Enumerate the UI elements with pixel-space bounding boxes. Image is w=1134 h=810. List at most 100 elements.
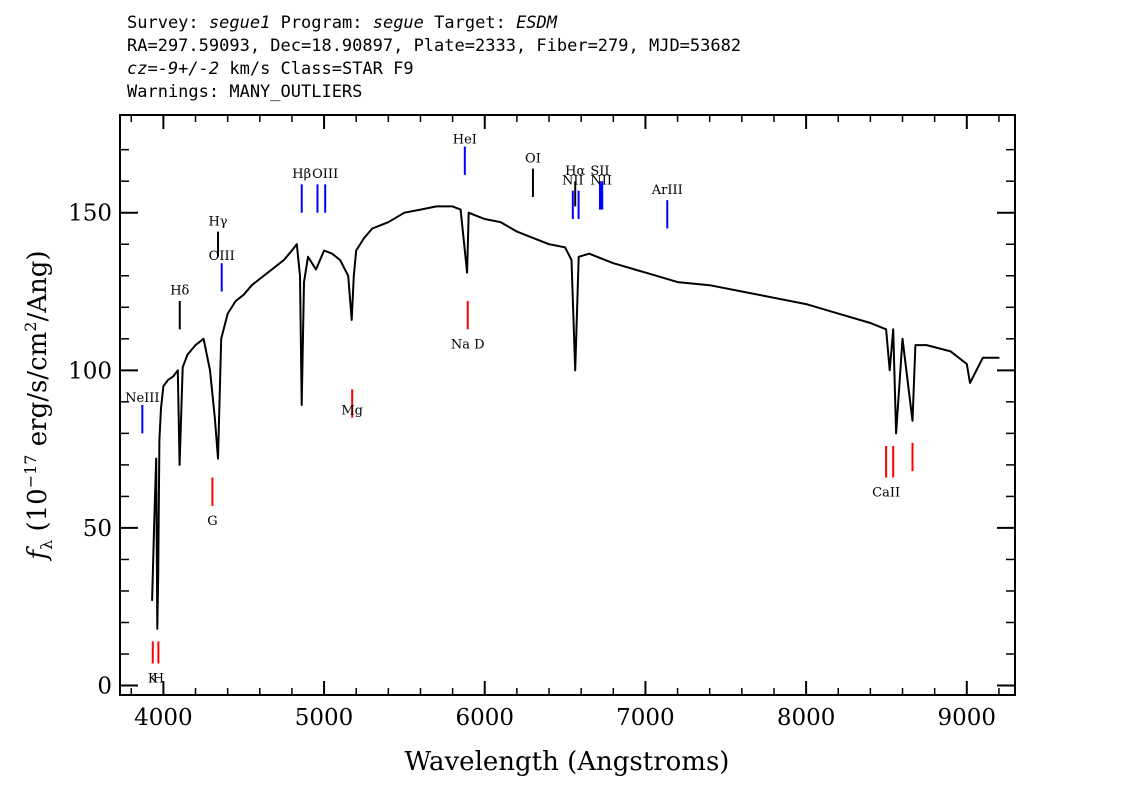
x-tick-label: 7000: [616, 705, 675, 731]
program-value: segue: [372, 13, 424, 33]
target-value: ESDM: [516, 13, 558, 33]
data-point: [371, 227, 374, 230]
data-point: [151, 599, 153, 602]
data-point: [982, 356, 984, 359]
data-point: [969, 382, 971, 384]
data-point: [588, 252, 590, 255]
emission-line-label: OIII: [209, 249, 235, 264]
redshift-value: cz=-9+/-2: [127, 59, 220, 79]
data-point: [299, 275, 301, 277]
data-point: [303, 281, 305, 283]
data-point: [242, 293, 245, 296]
data-point: [331, 252, 333, 255]
data-point: [888, 369, 891, 372]
y-axis-title-exp: −17: [21, 455, 40, 489]
absorption-line-label: Na D: [451, 337, 485, 352]
data-point: [387, 221, 390, 223]
data-point: [267, 271, 269, 274]
data-point: [451, 205, 454, 208]
data-point: [548, 243, 550, 245]
data-point: [914, 344, 917, 346]
data-point: [153, 511, 156, 513]
y-tick-label: 0: [97, 674, 112, 700]
data-point: [296, 243, 298, 245]
data-point: [895, 432, 897, 435]
emission-line-label: Hγ: [208, 214, 227, 229]
emission-line-label: HeI: [453, 132, 477, 147]
target-label: Target:: [434, 13, 506, 33]
data-point: [283, 259, 285, 261]
data-point: [577, 255, 580, 258]
y-axis-title-rest: (10: [23, 488, 53, 540]
data-point: [676, 281, 679, 283]
header-line-coordinates: RA=297.59093, Dec=18.90897, Plate=2333, …: [127, 36, 742, 56]
data-point: [966, 363, 968, 365]
data-point: [194, 344, 197, 346]
spectrum-header: Survey: segue1 Program: segue Target: ES…: [127, 12, 741, 104]
axis-ticks: 4000 5000 6000 7000 8000 9000 0 50 100 150: [68, 115, 1015, 731]
data-point: [158, 438, 161, 441]
data-point: [773, 297, 775, 299]
x-axis-title: Wavelength (Angstroms): [405, 747, 730, 777]
y-tick-label: 100: [68, 358, 112, 384]
data-point: [459, 208, 462, 211]
y-axis-title-exp2: 2: [21, 322, 40, 332]
data-point: [202, 338, 205, 340]
data-point: [339, 259, 341, 261]
data-point: [156, 628, 159, 630]
data-point: [925, 344, 928, 346]
data-point: [181, 366, 184, 369]
x-tick-label: 5000: [295, 705, 354, 731]
x-tick-label: 4000: [134, 705, 193, 731]
data-point: [419, 208, 422, 211]
data-point: [167, 379, 169, 381]
emission-line-label: Hβ: [292, 167, 311, 182]
data-point: [475, 215, 478, 217]
data-point: [363, 237, 366, 239]
data-point: [291, 249, 293, 252]
data-point: [574, 369, 576, 372]
data-point: [837, 312, 839, 315]
emission-line-label: NII: [590, 173, 612, 188]
data-point: [162, 385, 165, 387]
data-point: [315, 268, 317, 271]
data-point: [259, 278, 261, 280]
data-point: [570, 259, 573, 261]
data-point: [911, 420, 914, 422]
y-axis-title: fλ (10−17 erg/s/cm2/Ang): [21, 250, 56, 561]
emission-line-label: NII: [562, 173, 584, 188]
header-line-warnings: Warnings: MANY_OUTLIERS: [127, 82, 363, 102]
series-line-0: [151, 205, 999, 630]
x-tick-label: 9000: [938, 705, 997, 731]
data-point: [214, 416, 216, 419]
plot-frame: [119, 114, 1016, 696]
y-axis-title-tail: /Ang): [23, 250, 53, 321]
data-point: [869, 322, 872, 324]
emission-line-label: Hδ: [170, 284, 189, 299]
data-point: [172, 375, 174, 378]
x-tick-label: 6000: [455, 705, 514, 731]
data-point: [209, 369, 211, 372]
emission-line-label: SII: [590, 164, 609, 179]
data-point: [275, 265, 277, 268]
data-point: [644, 271, 647, 274]
data-point: [347, 275, 350, 277]
data-point: [467, 211, 470, 214]
data-point: [355, 249, 358, 252]
data-point: [234, 300, 237, 302]
emission-line-label: OI: [525, 151, 541, 166]
data-point: [226, 312, 229, 315]
data-point: [350, 319, 353, 321]
data-point: [805, 303, 807, 305]
data-point: [220, 338, 222, 340]
data-point: [949, 350, 952, 353]
data-point: [155, 457, 157, 460]
spectrum-series: [151, 205, 1000, 630]
absorption-line-label: Mg: [341, 403, 363, 418]
data-point: [500, 221, 502, 223]
data-point: [564, 246, 566, 249]
emission-line-label: ArIII: [651, 183, 683, 198]
data-point: [435, 205, 438, 208]
